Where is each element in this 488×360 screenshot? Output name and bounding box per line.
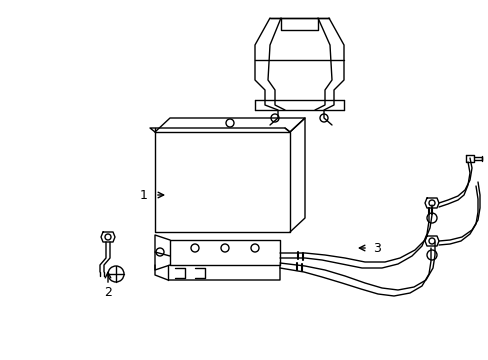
Text: 1: 1 [140, 189, 148, 202]
Text: 2: 2 [104, 285, 112, 298]
Text: 3: 3 [372, 242, 380, 255]
